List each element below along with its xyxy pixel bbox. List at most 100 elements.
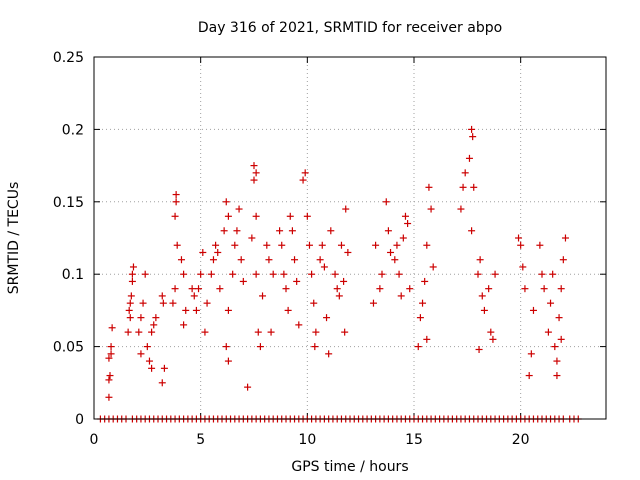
data-point (423, 241, 431, 249)
x-tick-label: 0 (90, 432, 99, 448)
data-point (259, 292, 267, 300)
data-point (224, 212, 232, 220)
data-point (280, 270, 288, 278)
data-point (476, 256, 484, 264)
data-point (489, 335, 497, 343)
data-point (250, 162, 258, 170)
data-point (344, 248, 352, 256)
x-tick-label: 5 (196, 432, 205, 448)
y-tick-label: 0.2 (62, 122, 84, 138)
data-point (286, 212, 294, 220)
data-point (480, 306, 488, 314)
data-point (468, 227, 476, 235)
data-point (369, 299, 377, 307)
data-point (282, 285, 290, 293)
data-point (135, 328, 143, 336)
data-point (158, 379, 166, 387)
data-point (127, 292, 135, 300)
y-tick-label: 0.1 (62, 267, 84, 283)
data-point (252, 270, 260, 278)
data-point (547, 299, 555, 307)
data-point (553, 357, 561, 365)
data-point (235, 205, 243, 213)
data-point (148, 328, 156, 336)
y-tick-label: 0.25 (53, 50, 84, 66)
data-point (421, 277, 429, 285)
data-point (190, 292, 198, 300)
data-point (555, 314, 563, 322)
data-point (485, 285, 493, 293)
data-point (391, 256, 399, 264)
data-point (150, 321, 158, 329)
data-point (399, 234, 407, 242)
plot-frame (93, 56, 607, 420)
data-point (177, 256, 185, 264)
data-point (172, 198, 180, 206)
data-point (216, 285, 224, 293)
data-point (457, 205, 465, 213)
data-point (105, 393, 113, 401)
data-point (331, 270, 339, 278)
data-point (469, 133, 477, 141)
data-point (393, 241, 401, 249)
data-point (557, 285, 565, 293)
data-point (256, 343, 264, 351)
data-point (478, 292, 486, 300)
chart-title: Day 316 of 2021, SRMTID for receiver abp… (198, 20, 502, 36)
data-point (299, 176, 307, 184)
data-point (470, 183, 478, 191)
data-point (267, 328, 275, 336)
data-point (395, 270, 403, 278)
data-point (406, 285, 414, 293)
data-point (341, 328, 349, 336)
data-point (126, 314, 134, 322)
data-point (429, 263, 437, 271)
data-point (423, 335, 431, 343)
data-point (222, 343, 230, 351)
data-point (310, 299, 318, 307)
data-point (231, 241, 239, 249)
data-point (311, 343, 319, 351)
data-point (318, 241, 326, 249)
data-point (293, 277, 301, 285)
data-point (384, 227, 392, 235)
data-point (382, 198, 390, 206)
data-point (222, 198, 230, 206)
data-point (107, 350, 115, 358)
data-point (475, 345, 483, 353)
data-point (224, 306, 232, 314)
data-point (416, 314, 424, 322)
data-point (105, 354, 113, 362)
data-point (203, 299, 211, 307)
data-point (171, 212, 179, 220)
data-point (107, 343, 115, 351)
data-point (529, 306, 537, 314)
data-point (124, 328, 132, 336)
data-point (461, 169, 469, 177)
data-point (229, 270, 237, 278)
data-point (237, 256, 245, 264)
data-point (327, 227, 335, 235)
data-point (517, 241, 525, 249)
data-point (312, 328, 320, 336)
data-point (160, 364, 168, 372)
data-point (137, 350, 145, 358)
x-tick-label: 10 (298, 432, 316, 448)
data-point (152, 314, 160, 322)
data-point (145, 357, 153, 365)
data-point (172, 191, 180, 199)
data-point (303, 212, 311, 220)
data-point (308, 270, 316, 278)
data-point (128, 270, 136, 278)
data-point (295, 321, 303, 329)
data-point (269, 270, 277, 278)
data-point (335, 292, 343, 300)
data-point (106, 372, 114, 380)
data-point (143, 343, 151, 351)
data-point (180, 321, 188, 329)
x-tick-labels: 0 5 10 15 20 (90, 432, 530, 448)
data-point (540, 285, 548, 293)
data-point (233, 227, 241, 235)
data-point (527, 350, 535, 358)
